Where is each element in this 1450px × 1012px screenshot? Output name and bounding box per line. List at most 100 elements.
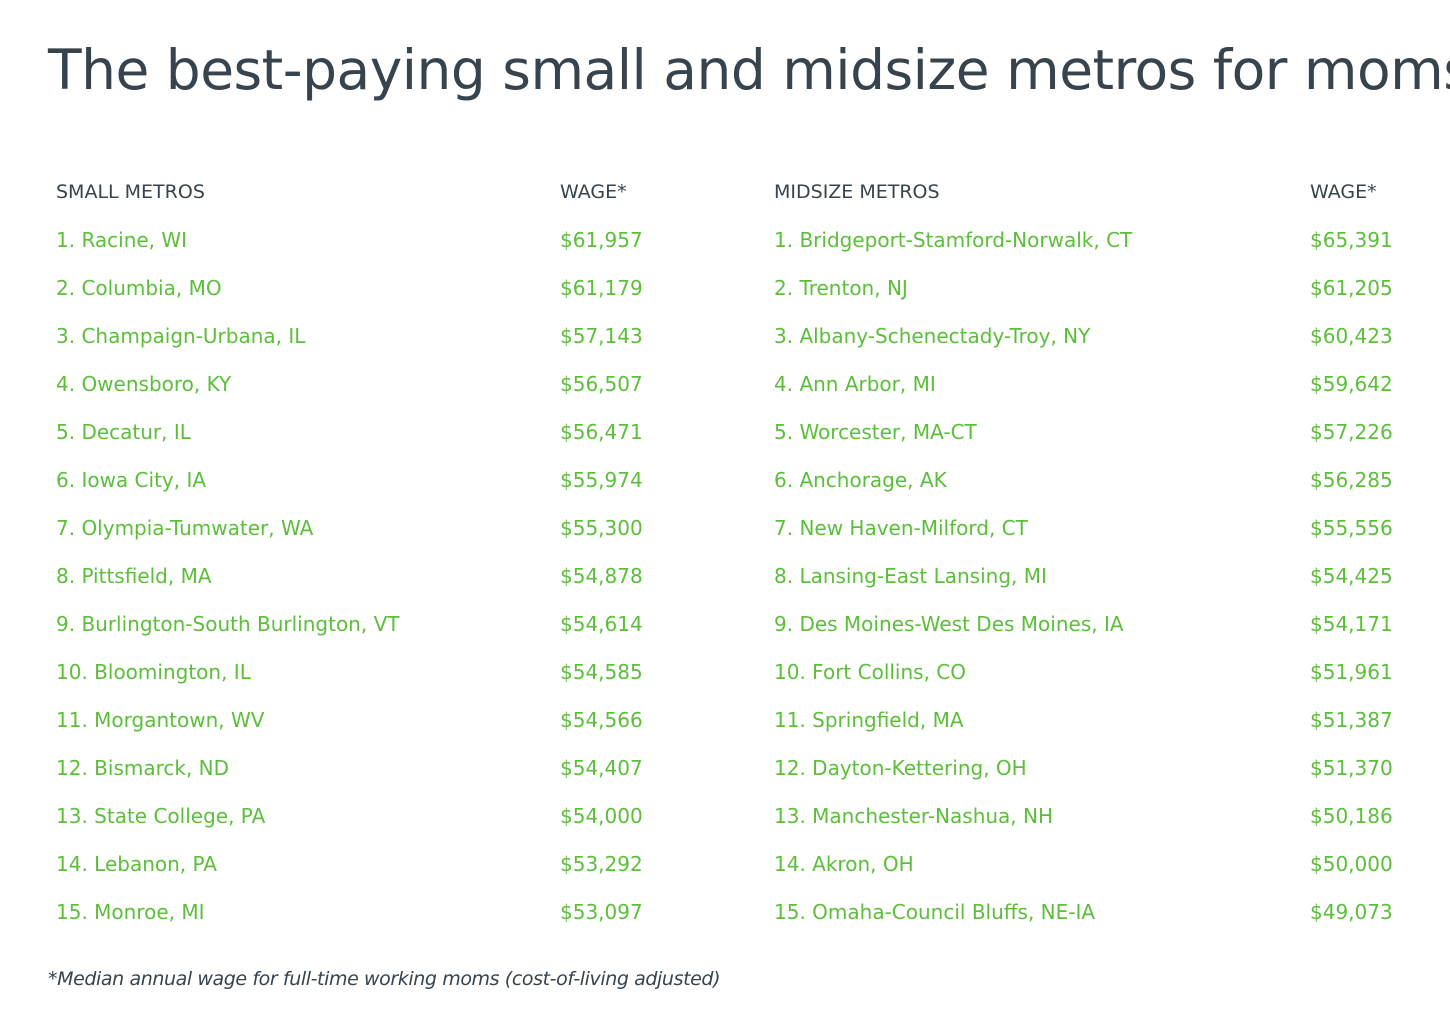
metro-name: 13. Manchester-Nashua, NH — [774, 804, 1054, 828]
table-row: 3. Champaign-Urbana, IL $57,143 — [56, 312, 696, 360]
wage-value: $53,097 — [560, 900, 643, 924]
wage-value: $57,143 — [560, 324, 643, 348]
wage-value: $54,614 — [560, 612, 643, 636]
wage-value: $61,957 — [560, 228, 643, 252]
table-row: 10. Bloomington, IL $54,585 — [56, 648, 696, 696]
table-row: 2. Trenton, NJ $61,205 — [774, 264, 1414, 312]
table-row: 14. Akron, OH $50,000 — [774, 840, 1414, 888]
small-metros-table: SMALL METROS WAGE* 1. Racine, WI $61,957 2… — [56, 168, 696, 924]
table-row: 14. Lebanon, PA $53,292 — [56, 840, 696, 888]
table-row: 10. Fort Collins, CO $51,961 — [774, 648, 1414, 696]
wage-value: $54,585 — [560, 660, 643, 684]
metro-name: 9. Burlington-South Burlington, VT — [56, 612, 400, 636]
wage-value: $55,556 — [1310, 516, 1393, 540]
wage-value: $59,642 — [1310, 372, 1393, 396]
small-metros-header-row: SMALL METROS WAGE* — [56, 168, 696, 216]
table-row: 4. Ann Arbor, MI $59,642 — [774, 360, 1414, 408]
wage-value: $54,407 — [560, 756, 643, 780]
metro-name: 10. Bloomington, IL — [56, 660, 251, 684]
metro-name: 7. New Haven-Milford, CT — [774, 516, 1028, 540]
metro-name: 6. Anchorage, AK — [774, 468, 947, 492]
table-row: 1. Racine, WI $61,957 — [56, 216, 696, 264]
metro-name: 14. Lebanon, PA — [56, 852, 217, 876]
metro-name: 2. Trenton, NJ — [774, 276, 908, 300]
wage-value: $55,974 — [560, 468, 643, 492]
metro-name: 2. Columbia, MO — [56, 276, 222, 300]
table-row: 5. Decatur, IL $56,471 — [56, 408, 696, 456]
table-row: 12. Bismarck, ND $54,407 — [56, 744, 696, 792]
table-row: 8. Lansing-East Lansing, MI $54,425 — [774, 552, 1414, 600]
table-row: 11. Springfield, MA $51,387 — [774, 696, 1414, 744]
metro-name: 5. Worcester, MA-CT — [774, 420, 977, 444]
table-row: 6. Iowa City, IA $55,974 — [56, 456, 696, 504]
wage-value: $51,370 — [1310, 756, 1393, 780]
wage-value: $50,000 — [1310, 852, 1393, 876]
table-row: 3. Albany-Schenectady-Troy, NY $60,423 — [774, 312, 1414, 360]
metro-name: 3. Champaign-Urbana, IL — [56, 324, 306, 348]
metro-name: 10. Fort Collins, CO — [774, 660, 967, 684]
wage-value: $61,179 — [560, 276, 643, 300]
metro-name: 11. Springfield, MA — [774, 708, 964, 732]
wage-value: $57,226 — [1310, 420, 1393, 444]
table-row: 9. Burlington-South Burlington, VT $54,61… — [56, 600, 696, 648]
metro-name: 3. Albany-Schenectady-Troy, NY — [774, 324, 1091, 348]
table-row: 12. Dayton-Kettering, OH $51,370 — [774, 744, 1414, 792]
metro-name: 12. Dayton-Kettering, OH — [774, 756, 1027, 780]
wage-value: $54,171 — [1310, 612, 1393, 636]
midsize-metros-column-header: MIDSIZE METROS — [774, 181, 940, 203]
wage-value: $50,186 — [1310, 804, 1393, 828]
midsize-metros-rows: 1. Bridgeport-Stamford-Norwalk, CT $65,39… — [774, 216, 1414, 936]
table-row: 2. Columbia, MO $61,179 — [56, 264, 696, 312]
metro-name: 14. Akron, OH — [774, 852, 914, 876]
table-row: 4. Owensboro, KY $56,507 — [56, 360, 696, 408]
midsize-wage-column-header: WAGE* — [1310, 181, 1377, 203]
metro-name: 12. Bismarck, ND — [56, 756, 230, 780]
small-wage-column-header: WAGE* — [560, 181, 627, 203]
midsize-metros-header-row: MIDSIZE METROS WAGE* — [774, 168, 1414, 216]
wage-value: $53,292 — [560, 852, 643, 876]
metro-name: 1. Bridgeport-Stamford-Norwalk, CT — [774, 228, 1133, 252]
wage-value: $60,423 — [1310, 324, 1393, 348]
table-row: 9. Des Moines-West Des Moines, IA $54,171 — [774, 600, 1414, 648]
table-row: 13. Manchester-Nashua, NH $50,186 — [774, 792, 1414, 840]
metro-name: 1. Racine, WI — [56, 228, 188, 252]
wage-value: $51,387 — [1310, 708, 1393, 732]
metro-name: 8. Lansing-East Lansing, MI — [774, 564, 1047, 588]
metro-name: 5. Decatur, IL — [56, 420, 191, 444]
wage-value: $54,425 — [1310, 564, 1393, 588]
wage-value: $65,391 — [1310, 228, 1393, 252]
table-row: 13. State College, PA $54,000 — [56, 792, 696, 840]
metro-name: 11. Morgantown, WV — [56, 708, 265, 732]
wage-value: $61,205 — [1310, 276, 1393, 300]
metro-name: 15. Monroe, MI — [56, 900, 205, 924]
metro-name: 8. Pittsfield, MA — [56, 564, 212, 588]
wage-value: $54,566 — [560, 708, 643, 732]
wage-value: $56,471 — [560, 420, 643, 444]
table-row: 6. Anchorage, AK $56,285 — [774, 456, 1414, 504]
wage-value: $54,000 — [560, 804, 643, 828]
metro-name: 9. Des Moines-West Des Moines, IA — [774, 612, 1124, 636]
small-metros-rows: 1. Racine, WI $61,957 2. Columbia, MO $61,1… — [56, 216, 696, 936]
midsize-metros-table: MIDSIZE METROS WAGE* 1. Bridgeport-Stamf… — [774, 168, 1414, 924]
wage-value: $51,961 — [1310, 660, 1393, 684]
metro-name: 15. Omaha-Council Bluffs, NE-IA — [774, 900, 1096, 924]
table-row: 15. Omaha-Council Bluffs, NE-IA $49,073 — [774, 888, 1414, 936]
wage-value: $56,507 — [560, 372, 643, 396]
metro-name: 6. Iowa City, IA — [56, 468, 207, 492]
wage-value: $55,300 — [560, 516, 643, 540]
table-row: 8. Pittsfield, MA $54,878 — [56, 552, 696, 600]
metro-name: 13. State College, PA — [56, 804, 266, 828]
wage-value: $49,073 — [1310, 900, 1393, 924]
page-title: The best-paying small and midsize metros… — [48, 38, 1450, 102]
wage-value: $54,878 — [560, 564, 643, 588]
table-row: 7. Olympia-Tumwater, WA $55,300 — [56, 504, 696, 552]
table-row: 15. Monroe, MI $53,097 — [56, 888, 696, 936]
metro-name: 4. Ann Arbor, MI — [774, 372, 936, 396]
table-row: 5. Worcester, MA-CT $57,226 — [774, 408, 1414, 456]
footnote: *Median annual wage for full-time workin… — [48, 968, 721, 990]
small-metros-column-header: SMALL METROS — [56, 181, 205, 203]
metro-name: 4. Owensboro, KY — [56, 372, 232, 396]
metro-name: 7. Olympia-Tumwater, WA — [56, 516, 314, 540]
table-row: 11. Morgantown, WV $54,566 — [56, 696, 696, 744]
table-row: 1. Bridgeport-Stamford-Norwalk, CT $65,39… — [774, 216, 1414, 264]
